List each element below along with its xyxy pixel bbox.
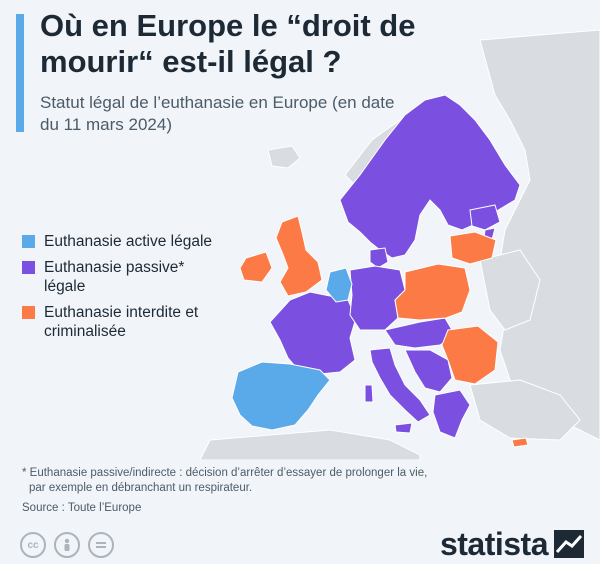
cc-icon[interactable]: cc bbox=[20, 532, 46, 558]
legend-label-active: Euthanasie active légale bbox=[44, 233, 213, 250]
page-subtitle: Statut légal de l’euthanasie en Europe (… bbox=[40, 93, 395, 134]
map-forbidden bbox=[239, 215, 529, 448]
page-title: Où en Europe le “droit de mourir“ est-il… bbox=[40, 8, 416, 79]
brand-logo-text[interactable]: statista bbox=[439, 526, 549, 562]
license-icons: cc bbox=[20, 532, 114, 558]
europe-map bbox=[199, 29, 600, 460]
legend-swatch-forbidden bbox=[22, 306, 35, 319]
legend-label-forbidden: Euthanasie interdite et criminalisée bbox=[44, 304, 199, 340]
map-active-legal bbox=[231, 267, 353, 431]
footnote-line-2: par exemple en débranchant un respirateu… bbox=[29, 482, 253, 494]
equals-icon bbox=[96, 542, 106, 548]
legend-item-active: Euthanasie active légale bbox=[22, 232, 222, 251]
footnote-line-1: * Euthanasie passive/indirecte : décisio… bbox=[22, 467, 428, 479]
nd-icon[interactable] bbox=[88, 532, 114, 558]
title-accent-bar bbox=[16, 14, 24, 132]
by-icon[interactable] bbox=[54, 532, 80, 558]
footnote: * Euthanasie passive/indirecte : décisio… bbox=[22, 466, 582, 496]
legend: Euthanasie active légale Euthanasie pass… bbox=[22, 232, 222, 348]
map-passive-legal bbox=[269, 94, 521, 439]
person-icon bbox=[64, 538, 70, 551]
legend-item-forbidden: Euthanasie interdite et criminalisée bbox=[22, 303, 222, 341]
legend-swatch-active bbox=[22, 235, 35, 248]
legend-label-passive: Euthanasie passive* légale bbox=[44, 259, 185, 295]
source-text: Source : Toute l’Europe bbox=[22, 502, 142, 514]
statista-logo-icon bbox=[554, 530, 584, 558]
legend-swatch-passive bbox=[22, 261, 35, 274]
legend-item-passive: Euthanasie passive* légale bbox=[22, 258, 222, 296]
